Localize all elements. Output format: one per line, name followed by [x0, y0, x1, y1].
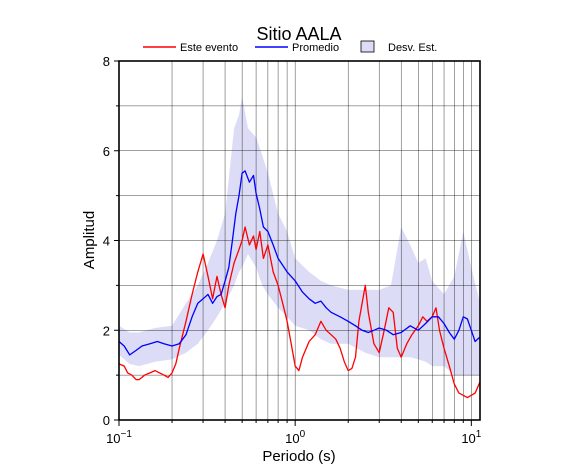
x-tick-label: 101: [461, 429, 481, 446]
y-tick-label: 8: [103, 54, 110, 69]
legend-label-desv-est: Desv. Est.: [388, 42, 437, 54]
y-tick-label: 4: [103, 234, 110, 249]
plot-area: 0 2 4 6 8 10−1 100 101: [103, 54, 482, 446]
y-tick-label: 2: [103, 323, 110, 338]
legend-label-este-evento: Este evento: [180, 42, 238, 54]
series-line-promedio: [118, 170, 481, 356]
x-axis-label: Periodo (s): [262, 448, 335, 465]
legend-swatch-desv-est: [360, 40, 375, 53]
x-tick-label: 100: [285, 429, 305, 446]
legend: Este evento Promedio Desv. Est.: [143, 40, 437, 54]
y-tick-label: 0: [103, 413, 110, 428]
y-axis-label: Amplitud: [81, 211, 98, 269]
x-axis-ticks: 10−1 100 101: [106, 420, 482, 446]
y-tick-label: 6: [103, 144, 110, 159]
chart-title: Sitio AALA: [256, 24, 341, 44]
series-line-este-evento: [118, 226, 481, 399]
legend-label-promedio: Promedio: [292, 42, 339, 54]
std-dev-band: [119, 96, 480, 376]
x-tick-label: 10−1: [106, 429, 132, 446]
y-axis-ticks: 0 2 4 6 8: [103, 54, 119, 428]
